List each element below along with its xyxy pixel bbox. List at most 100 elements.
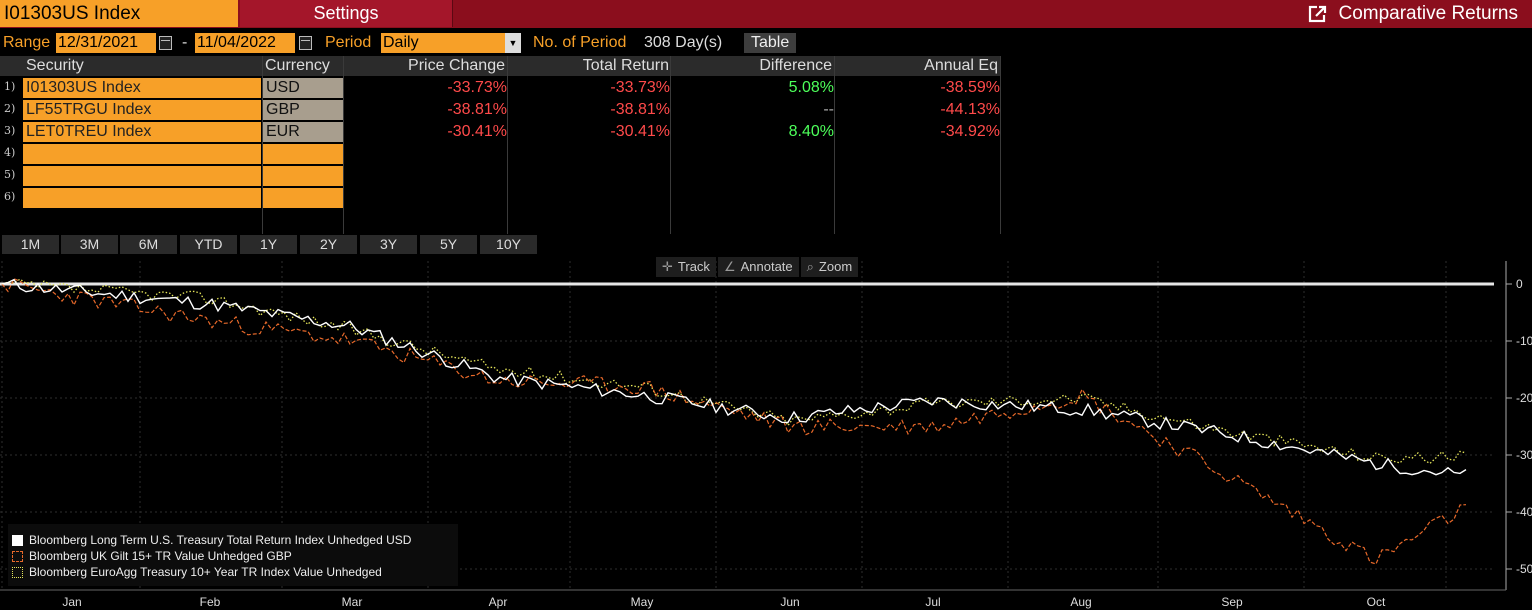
annotate-tool[interactable]: ∠ Annotate [717,257,799,277]
divider [1000,56,1001,234]
x-tick-label: May [631,595,654,609]
x-tick-label: Oct [1367,595,1386,609]
y-tick-label: 0 [1516,277,1523,291]
x-tick-label: Mar [342,595,363,609]
legend-swatch [12,534,23,546]
track-tool[interactable]: ✛ Track [656,257,716,277]
annotate-label: Annotate [740,259,793,274]
total-return-value: -30.41% [610,123,670,140]
title-bar: I01303US Index Settings Comparative Retu… [0,0,1532,28]
comparative-returns-chart: 0 -10 -20 -30 -40 -50 Jan Feb Mar Apr May Jun Jul Aug… [0,261,1532,609]
page-title: Comparative Returns [1338,3,1518,24]
annual-eq-value: -44.13% [940,101,1000,118]
security-cell[interactable]: I01303US Index [23,78,261,98]
chevron-down-icon[interactable]: ▼ [505,33,521,53]
divider [343,56,344,234]
security-cell[interactable] [23,144,261,164]
external-link-icon [1309,4,1328,22]
x-tick-label: Jan [62,595,81,609]
period-6m-button[interactable]: 6M [120,235,177,254]
series-line-2 [1,277,1467,565]
currency-cell[interactable]: GBP [263,100,343,120]
end-date-field[interactable]: 11/04/2022 [195,33,295,53]
period-3m-button[interactable]: 3M [61,235,118,254]
chart-toolbar: ✛ Track ∠ Annotate ⌕ Zoom [656,257,859,277]
pencil-icon: ∠ [723,259,736,274]
difference-value: 5.08% [788,79,834,96]
annual-eq-value: -34.92% [940,123,1000,140]
x-tick-label: Feb [200,595,221,609]
legend-item[interactable]: Bloomberg EuroAgg Treasury 10+ Year TR I… [12,564,382,580]
currency-cell[interactable]: EUR [263,122,343,142]
y-tick-label: -40 [1516,505,1532,519]
legend-item[interactable]: Bloomberg Long Term U.S. Treasury Total … [12,532,411,548]
difference-value: -- [823,101,834,118]
settings-tab[interactable]: Settings [240,0,453,27]
date-dash: - [182,34,188,51]
col-currency: Currency [265,57,330,74]
y-tick-label: -20 [1516,391,1532,405]
table-header [0,56,1000,76]
period-select[interactable]: Daily [381,33,506,53]
table-button[interactable]: Table [744,33,797,53]
track-label: Track [677,259,710,274]
period-ytd-button[interactable]: YTD [180,235,237,254]
series-line-1 [1,278,1467,476]
period-label: Period [325,34,372,51]
range-label: Range [3,34,51,51]
period-10y-button[interactable]: 10Y [480,235,537,254]
start-date-field[interactable]: 12/31/2021 [56,33,156,53]
currency-cell[interactable] [263,144,343,164]
num-periods-value: 308 Day(s) [644,34,723,51]
y-tick-label: -50 [1516,562,1532,576]
ticker-field[interactable]: I01303US Index [0,0,238,27]
zoom-tool[interactable]: ⌕ Zoom [800,257,859,277]
total-return-value: -38.81% [610,101,670,118]
security-cell[interactable]: LET0TREU Index [23,122,261,142]
legend-item[interactable]: Bloomberg UK Gilt 15+ TR Value Unhedged … [12,548,292,564]
price-change-value: -30.41% [447,123,507,140]
price-change-value: -33.73% [447,79,507,96]
period-1y-button[interactable]: 1Y [240,235,297,254]
col-annual-eq: Annual Eq [924,57,998,74]
y-tick-label: -10 [1516,334,1532,348]
divider [670,56,671,234]
period-1m-button[interactable]: 1M [2,235,59,254]
securities-table: Security Currency Price Change Total Ret… [0,56,1530,234]
range-controls: Range 12/31/2021 - 11/04/2022 Period Dai… [0,32,1532,54]
legend-label: Bloomberg EuroAgg Treasury 10+ Year TR I… [29,565,382,579]
currency-cell[interactable]: USD [263,78,343,98]
col-difference: Difference [759,57,832,74]
security-cell[interactable] [23,188,261,208]
legend-swatch [12,566,23,578]
row-number: 2) [4,102,16,115]
magnifier-icon: ⌕ [806,259,814,274]
x-tick-label: Aug [1070,595,1091,609]
function-title[interactable]: Comparative Returns [1308,0,1518,27]
security-cell[interactable] [23,166,261,186]
x-tick-label: Jun [780,595,799,609]
difference-value: 8.40% [788,123,834,140]
security-cell[interactable]: LF55TRGU Index [23,100,261,120]
chart-area[interactable]: 0 -10 -20 -30 -40 -50 Jan Feb Mar Apr May Jun Jul Aug… [0,256,1532,610]
legend-label: Bloomberg UK Gilt 15+ TR Value Unhedged … [29,549,292,563]
divider [507,56,508,234]
period-3y-button[interactable]: 3Y [360,235,417,254]
currency-cell[interactable] [263,188,343,208]
calendar-icon[interactable] [159,36,172,50]
row-number: 6) [4,190,16,203]
period-2y-button[interactable]: 2Y [300,235,357,254]
col-price-change: Price Change [408,57,505,74]
row-number: 3) [4,124,16,137]
currency-cell[interactable] [263,166,343,186]
calendar-icon[interactable] [299,36,312,50]
col-security: Security [26,57,84,74]
y-tick-label: -30 [1516,448,1532,462]
x-tick-label: Sep [1221,595,1243,609]
legend-swatch [12,550,23,562]
x-tick-label: Jul [925,595,940,609]
num-periods-label: No. of Period [533,34,627,51]
period-5y-button[interactable]: 5Y [420,235,477,254]
total-return-value: -33.73% [610,79,670,96]
legend-label: Bloomberg Long Term U.S. Treasury Total … [29,533,412,547]
